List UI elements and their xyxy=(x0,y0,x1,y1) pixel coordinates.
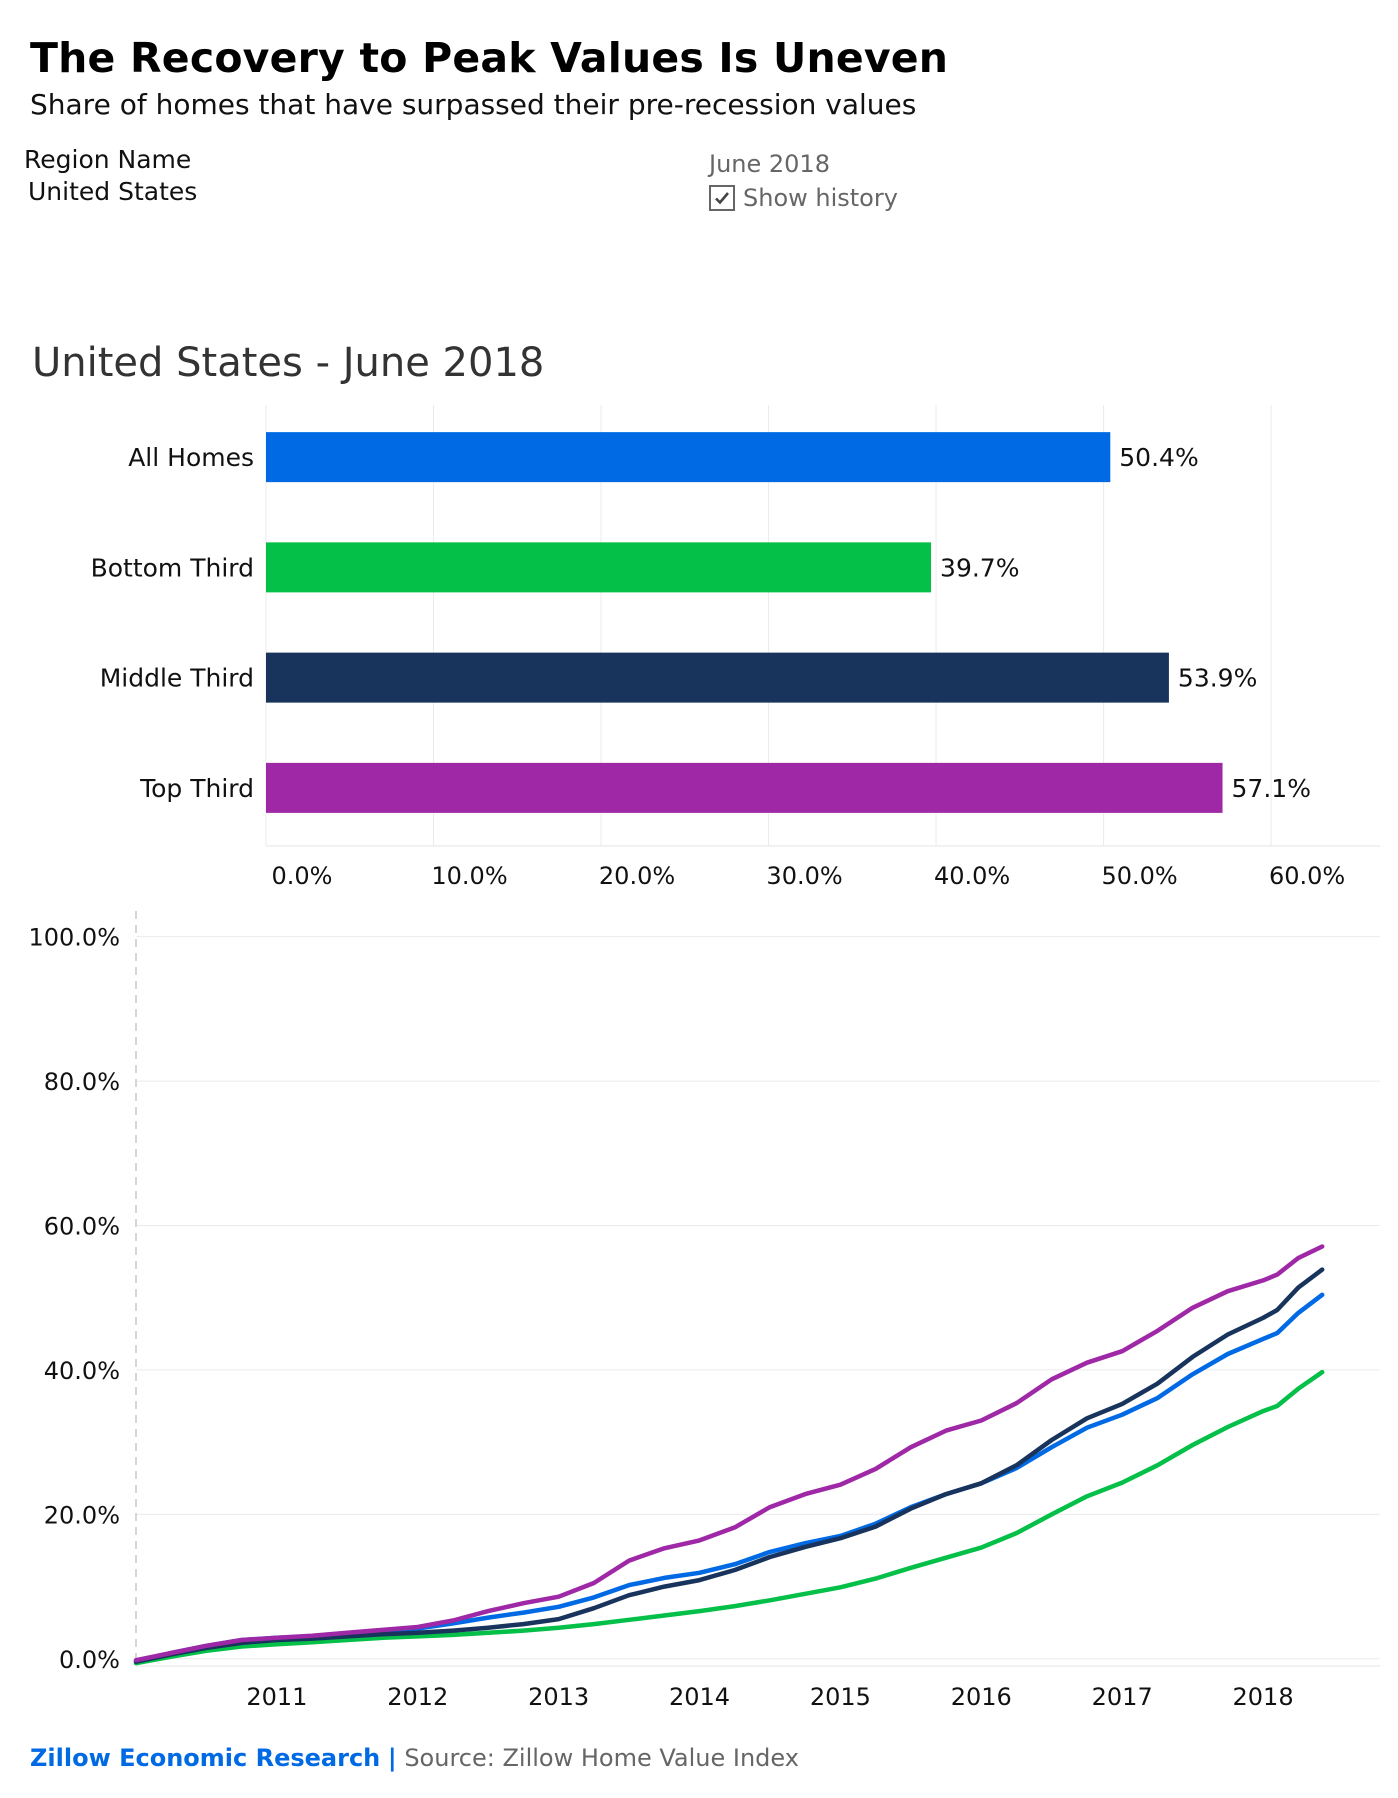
show-history-checkbox[interactable] xyxy=(709,185,735,211)
line-series-bottom-third xyxy=(133,1369,1325,1666)
line-series-top-third xyxy=(133,1244,1325,1663)
line-x-tick-label: 2016 xyxy=(951,1683,1012,1711)
line-y-tick-label: 60.0% xyxy=(44,1213,120,1241)
bar-category-label: Middle Third xyxy=(100,664,254,693)
line-x-tick-label: 2011 xyxy=(246,1683,307,1711)
line-y-tick-label: 0.0% xyxy=(59,1646,120,1674)
line-y-tick-label: 100.0% xyxy=(28,924,120,952)
line-x-tick-label: 2014 xyxy=(669,1683,730,1711)
show-history-label: Show history xyxy=(743,184,898,212)
line-x-tick-label: 2015 xyxy=(810,1683,871,1711)
footer-separator: | xyxy=(387,1744,397,1772)
bar-x-tick-label: 10.0% xyxy=(431,862,507,890)
line-x-tick-label: 2013 xyxy=(528,1683,589,1711)
footer-brand[interactable]: Zillow Economic Research xyxy=(30,1744,381,1772)
checkmark-icon xyxy=(715,192,729,205)
region-filter-value[interactable]: United States xyxy=(28,177,198,206)
line-y-tick-label: 80.0% xyxy=(44,1068,120,1096)
footer: Zillow Economic Research | Source: Zillo… xyxy=(30,1744,799,1772)
footer-source: Source: Zillow Home Value Index xyxy=(404,1744,799,1772)
bar-x-tick-label: 60.0% xyxy=(1269,862,1345,890)
bar-bottom-third xyxy=(266,542,932,593)
chart-subtitle: Share of homes that have surpassed their… xyxy=(30,88,917,121)
line-x-tick-label: 2012 xyxy=(387,1683,448,1711)
bar-x-tick-label: 20.0% xyxy=(599,862,675,890)
bar-category-label: Bottom Third xyxy=(91,553,254,582)
region-filter-label: Region Name xyxy=(24,145,192,174)
bar-x-tick-label: 50.0% xyxy=(1101,862,1177,890)
date-label: June 2018 xyxy=(709,150,830,178)
bar-category-label: Top Third xyxy=(139,774,254,803)
chart-title: The Recovery to Peak Values Is Uneven xyxy=(30,34,949,82)
bar-data-label: 39.7% xyxy=(940,553,1019,582)
bar-top-third xyxy=(266,762,1223,813)
line-y-tick-label: 40.0% xyxy=(44,1357,120,1385)
bar-x-tick-label: 0.0% xyxy=(272,862,333,890)
bar-x-tick-label: 40.0% xyxy=(934,862,1010,890)
bar-all-homes xyxy=(266,432,1111,483)
bar-middle-third xyxy=(266,652,1169,703)
bar-category-label: All Homes xyxy=(128,443,254,472)
show-history-toggle[interactable]: Show history xyxy=(709,184,898,212)
bar-chart-title: United States - June 2018 xyxy=(32,340,545,386)
line-series-middle-third xyxy=(133,1267,1325,1664)
line-x-tick-label: 2017 xyxy=(1092,1683,1153,1711)
bar-data-label: 57.1% xyxy=(1232,774,1311,803)
bar-x-tick-label: 30.0% xyxy=(766,862,842,890)
line-y-tick-label: 20.0% xyxy=(44,1501,120,1529)
bar-data-label: 53.9% xyxy=(1178,664,1257,693)
bar-data-label: 50.4% xyxy=(1119,443,1198,472)
line-x-tick-label: 2018 xyxy=(1233,1683,1294,1711)
